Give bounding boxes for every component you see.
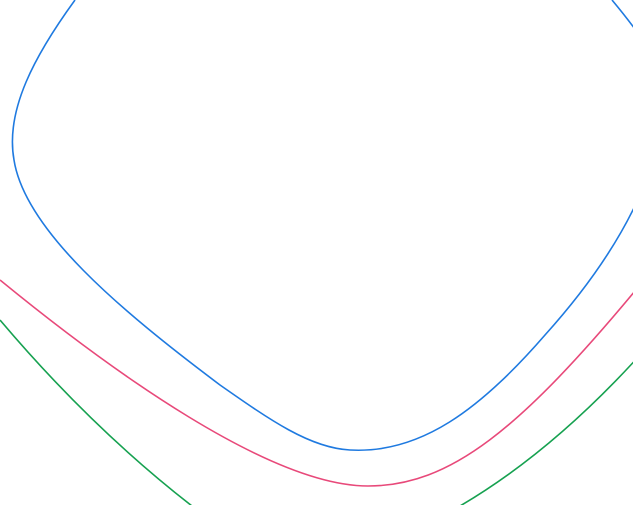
pink-curve (0, 279, 633, 487)
blue-curve (11, 0, 633, 451)
blue-curve-top-right (611, 0, 633, 28)
green-curve-left (0, 319, 193, 505)
green-curve-right (460, 361, 633, 505)
